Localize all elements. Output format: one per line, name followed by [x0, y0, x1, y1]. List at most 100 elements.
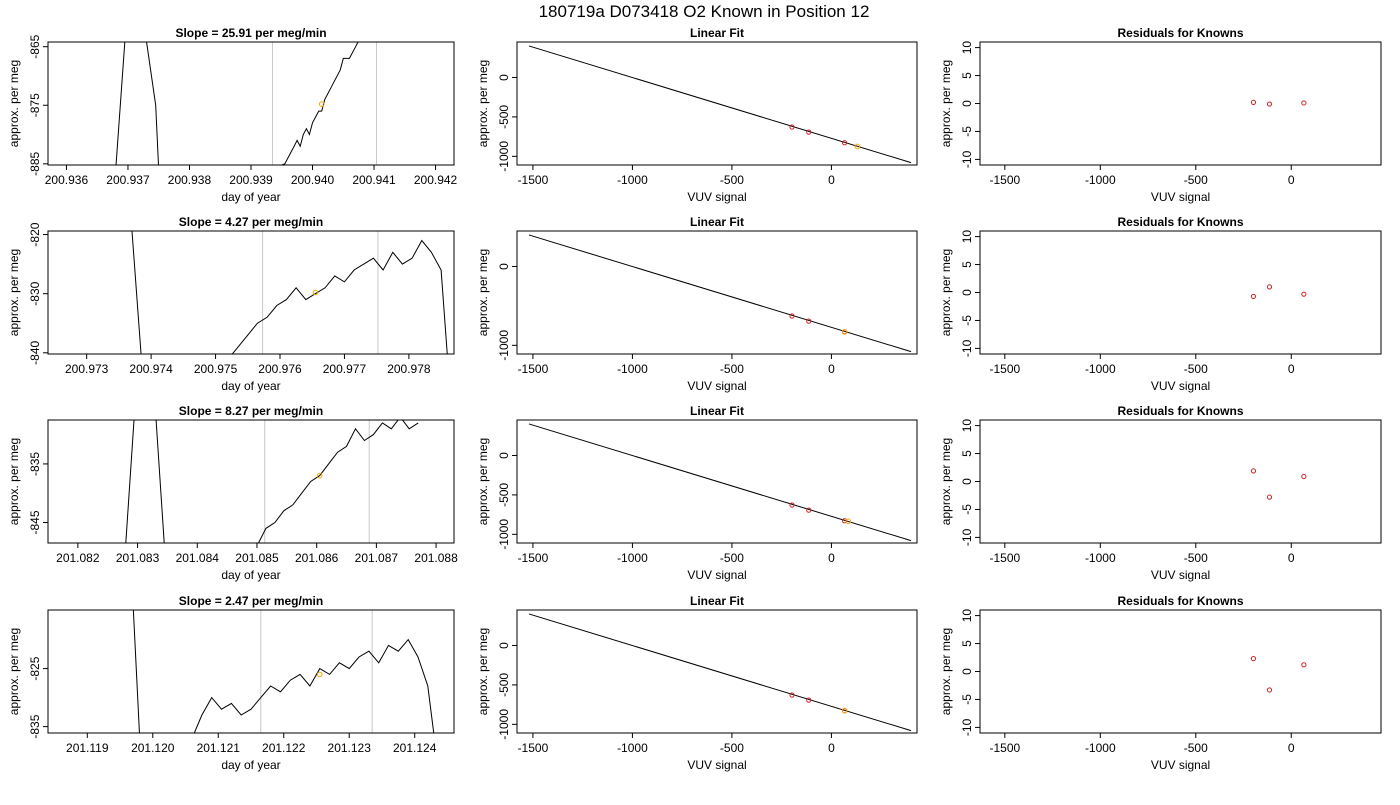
chart-3-2: -1500 -1000 -500 0 0 -500 -1000 Linear Fit VUV s…	[476, 404, 918, 582]
chart-2-2-xlabel: VUV signal	[687, 379, 746, 393]
chart-1-1-xtick-label-4: 200.940	[291, 173, 335, 187]
chart-3-2-xlabel: VUV signal	[687, 568, 746, 582]
chart-3-2-xtick-label-1: -1000	[617, 551, 648, 565]
chart-2-1-ytick-label-0: -820	[28, 222, 42, 246]
chart-4-3-xlabel: VUV signal	[1151, 758, 1210, 772]
chart-4-1-frame	[47, 609, 455, 734]
chart-4-1-title: Slope = 2.47 per meg/min	[179, 594, 323, 608]
chart-3-1: 201.082 201.083 201.084 201.085 201.086 201.0…	[7, 404, 458, 582]
chart-1-1-xtick-label-2: 200.938	[168, 173, 212, 187]
chart-1-1-ytick-label-1: -875	[28, 93, 42, 117]
chart-1-2-xtick-label-3: 0	[828, 173, 835, 187]
chart-3-3-xtick-label-0: -1500	[989, 551, 1020, 565]
chart-4-1-ytick-label-1: -835	[28, 714, 42, 738]
chart-2-3-ytick-label-2: 0	[960, 289, 974, 296]
chart-4-2-point-0	[789, 692, 795, 698]
chart-4-3-xtick-label-1: -1000	[1085, 741, 1116, 755]
chart-3-1-plot-area	[125, 420, 419, 543]
chart-4-3-plot-area	[1250, 656, 1307, 693]
chart-1-3-ytick-label-4: -10	[960, 150, 974, 168]
chart-3-3-ylabel: approx. per meg	[939, 438, 953, 525]
chart-2-1-xtick-label-3: 200.976	[258, 362, 302, 376]
chart-1-1-marker-point	[318, 101, 325, 107]
chart-4-1-xlabel: day of year	[221, 758, 280, 772]
chart-2-2-title: Linear Fit	[690, 215, 744, 229]
chart-4-2-plot-area	[528, 613, 912, 732]
chart-2-2-ylabel: approx. per meg	[476, 249, 490, 336]
chart-2-1-series-line	[131, 231, 448, 354]
chart-1-2-title: Linear Fit	[690, 26, 744, 40]
chart-3-1-ytick-label-1: -845	[28, 510, 42, 534]
chart-1-3-xtick-label-1: -1000	[1085, 173, 1116, 187]
chart-1-3-frame	[979, 41, 1382, 166]
chart-2-1-plot-area	[131, 231, 448, 354]
chart-4-3-ytick-label-1: 5	[960, 640, 974, 647]
chart-3-2-frame	[516, 419, 918, 544]
chart-2-1-xlabel: day of year	[221, 379, 280, 393]
chart-4-2-xtick-label-1: -1000	[617, 741, 648, 755]
chart-1-1: 200.936 200.937 200.938 200.939 200.940 200.9…	[7, 26, 458, 204]
chart-1-2-point-1	[806, 129, 812, 135]
chart-3-3-ytick-label-3: -5	[960, 504, 974, 515]
chart-2-3-ylabel: approx. per meg	[939, 249, 953, 336]
chart-2-1-xtick-label-0: 200.973	[65, 362, 109, 376]
chart-1-3-xlabel: VUV signal	[1151, 190, 1210, 204]
chart-1-3-ylabel: approx. per meg	[939, 60, 953, 147]
chart-2-1-xtick-label-2: 200.975	[194, 362, 238, 376]
chart-4-2-xtick-label-2: -500	[720, 741, 744, 755]
chart-1-1-plot-area	[115, 42, 377, 165]
chart-2-2-xtick-label-3: 0	[828, 362, 835, 376]
chart-3-3: -1500 -1000 -500 0 10 5 0 -5 -10 Residuals for Kn…	[939, 404, 1382, 582]
chart-4-2-unknown-point	[841, 707, 848, 714]
chart-2-2-frame	[516, 230, 918, 355]
chart-1-2-xtick-label-1: -1000	[617, 173, 648, 187]
chart-2-2-plot-area	[528, 234, 912, 353]
chart-1-1-xtick-label-3: 200.939	[229, 173, 273, 187]
chart-1-2-xtick-label-2: -500	[720, 173, 744, 187]
chart-2-2-point-1	[806, 318, 812, 324]
chart-3-2-xtick-label-2: -500	[720, 551, 744, 565]
chart-1-3-xtick-label-2: -500	[1184, 173, 1208, 187]
chart-1-3-plot-area	[1250, 99, 1307, 107]
chart-3-2-ytick-label-0: 0	[497, 452, 511, 459]
chart-4-2-ytick-label-1: -500	[497, 673, 511, 697]
chart-4-2-frame	[516, 609, 918, 734]
chart-4-1-ylabel: approx. per meg	[7, 628, 21, 715]
chart-3-2-unknown-point	[845, 518, 852, 525]
chart-2-3-xtick-label-1: -1000	[1085, 362, 1116, 376]
chart-2-3-ytick-label-3: -5	[960, 315, 974, 326]
chart-4-3-title: Residuals for Knowns	[1117, 594, 1243, 608]
chart-2-3-ytick-label-0: 10	[960, 230, 974, 244]
chart-2-2-xtick-label-1: -1000	[617, 362, 648, 376]
chart-2-3-frame	[979, 230, 1382, 355]
chart-2-3-xtick-label-3: 0	[1288, 362, 1295, 376]
chart-4-3-point-2	[1301, 662, 1307, 668]
chart-3-3-point-1	[1266, 494, 1273, 500]
chart-3-1-xtick-label-5: 201.087	[355, 551, 399, 565]
chart-2-3-point-2	[1301, 291, 1307, 297]
chart-4-2-ytick-label-2: -1000	[497, 709, 511, 740]
chart-3-3-plot-area	[1250, 468, 1307, 500]
chart-2-3-ytick-label-1: 5	[960, 261, 974, 268]
chart-2-2-ytick-label-1: -1000	[497, 330, 511, 361]
chart-3-3-ytick-label-2: 0	[960, 478, 974, 485]
chart-2-1-title: Slope = 4.27 per meg/min	[179, 215, 323, 229]
chart-4-1-xtick-label-1: 201.120	[131, 741, 175, 755]
chart-2-3: -1500 -1000 -500 0 10 5 0 -5 -10 Residuals for Kn…	[939, 215, 1382, 393]
chart-1-3-point-1	[1266, 101, 1273, 107]
chart-1-3-xtick-label-3: 0	[1288, 173, 1295, 187]
chart-2-3-xlabel: VUV signal	[1151, 379, 1210, 393]
chart-3-1-xtick-label-6: 201.088	[414, 551, 458, 565]
chart-4-1-xtick-label-4: 201.123	[328, 741, 372, 755]
chart-1-1-series-line	[115, 42, 359, 165]
chart-2-2-unknown-point	[841, 329, 848, 335]
chart-1-1-title: Slope = 25.91 per meg/min	[175, 26, 326, 40]
chart-4-1-xtick-label-3: 201.122	[262, 741, 306, 755]
figure-title: 180719a D073418 O2 Known in Position 12	[539, 2, 870, 21]
chart-4-3-ytick-label-0: 10	[960, 609, 974, 623]
chart-3-2-fit-line	[528, 423, 912, 542]
chart-1-3: -1500 -1000 -500 0 10 5 0 -5 -10 Residuals for Kn…	[939, 26, 1382, 204]
chart-3-2-xtick-label-0: -1500	[518, 551, 549, 565]
chart-4-2-title: Linear Fit	[690, 594, 744, 608]
